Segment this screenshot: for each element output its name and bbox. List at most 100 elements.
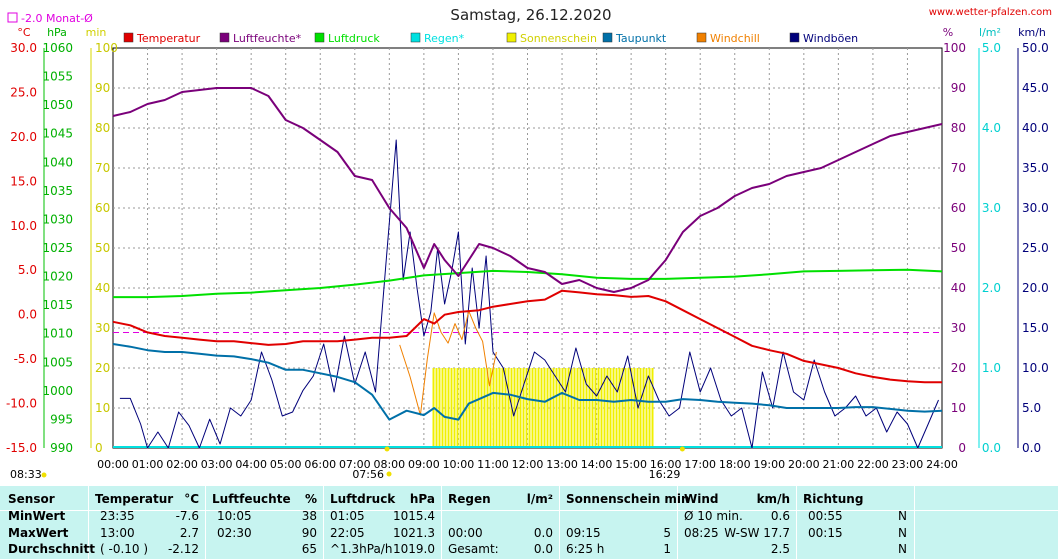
- sunshine-bar: [621, 368, 624, 448]
- x-tick-label: 10:00: [443, 458, 475, 471]
- sunshine-bar: [558, 368, 561, 448]
- sunshine-bar: [441, 368, 444, 448]
- header-dir: Richtung: [803, 492, 864, 506]
- rain-value: 0.0: [533, 542, 553, 556]
- humidity-tick-label: 50: [951, 241, 966, 255]
- humidity-tick-label: 40: [951, 281, 966, 295]
- sunshine-bar: [489, 368, 492, 448]
- moonrise-label: 08:33: [10, 468, 42, 481]
- rain-unit: l/m²: [979, 26, 1001, 39]
- x-tick-label: 02:00: [166, 458, 198, 471]
- press-value: 1019.0: [393, 542, 435, 556]
- humidity-tick-label: 100: [943, 41, 966, 55]
- humidity-unit: %: [943, 26, 953, 39]
- rain-tick-label: 2.0: [982, 281, 1001, 295]
- rain-tick-label: 0.0: [982, 441, 1001, 455]
- hum-time: 10:05: [217, 509, 252, 523]
- pressure-tick-label: 1005: [42, 355, 73, 369]
- wind-tick-label: 0.0: [1022, 441, 1041, 455]
- pressure-tick-label: 1015: [42, 298, 73, 312]
- sunshine-bar: [459, 368, 462, 448]
- sunshine-bar: [480, 368, 483, 448]
- sunshine-bar: [639, 368, 642, 448]
- x-tick-label: 19:00: [753, 458, 785, 471]
- sunshine-bar: [438, 368, 441, 448]
- sunrise-label: 07:56: [352, 468, 384, 481]
- sunshine-bar: [588, 368, 591, 448]
- humidity-tick-label: 60: [951, 201, 966, 215]
- x-tick-label: 15:00: [615, 458, 647, 471]
- summary-table: Sensor Temperatur °C Luftfeuchte% Luftdruck h…: [0, 486, 1058, 559]
- sunshine-bar: [582, 368, 585, 448]
- x-tick-label: 12:00: [512, 458, 544, 471]
- sunrise-icon: [386, 471, 392, 477]
- sunshine-bar: [600, 368, 603, 448]
- minutes-tick-label: 0: [95, 441, 103, 455]
- wind-unit: km/h: [1018, 26, 1046, 39]
- month-avg-swatch: [7, 12, 18, 23]
- temp-value: -7.6: [175, 509, 199, 523]
- dewpoint-line: [112, 343, 943, 421]
- sunshine-bar: [483, 368, 486, 448]
- temp-time: 13:00: [100, 526, 135, 540]
- humidity-tick-label: 0: [958, 441, 966, 455]
- header-temp-unit: °C: [184, 492, 199, 506]
- sunshine-bar: [435, 368, 438, 448]
- sunshine-bar: [453, 368, 456, 448]
- dir-time: 00:15: [808, 526, 843, 540]
- month-avg-label: -2.0 Monat-Ø: [21, 12, 93, 25]
- minutes-tick-label: 90: [95, 81, 110, 95]
- temp-tick-label: -10.0: [6, 397, 37, 411]
- temp-tick-label: -5.0: [14, 352, 37, 366]
- chart-legend: Temperatur Luftfeuchte* Luftdruck Regen* Son…: [123, 32, 858, 45]
- rain-tick-label: 5.0: [982, 41, 1001, 55]
- sunshine-bar: [546, 368, 549, 448]
- wind-value: 2.5: [770, 542, 790, 556]
- hum-time: 02:30: [217, 526, 252, 540]
- pressure-tick-label: 995: [50, 412, 73, 426]
- press-value: 1015.4: [393, 509, 435, 523]
- header-rain: Regen: [448, 492, 491, 506]
- sunshine-bar: [471, 368, 474, 448]
- sunshine-bar: [486, 368, 489, 448]
- legend-swatch: [410, 32, 421, 43]
- sunshine-bar: [624, 368, 627, 448]
- pressure-unit: hPa: [47, 26, 67, 39]
- sun-value: 5: [663, 526, 671, 540]
- sunshine-bar: [543, 368, 546, 448]
- minutes-tick-label: 100: [95, 41, 118, 55]
- wind-tick-label: 45.0: [1022, 81, 1049, 95]
- sunshine-bar: [450, 368, 453, 448]
- legend-swatch: [219, 32, 230, 43]
- sunshine-bar: [603, 368, 606, 448]
- legend-swatch: [602, 32, 613, 43]
- row-label: Durchschnitt: [8, 542, 96, 556]
- sunshine-bar: [522, 368, 525, 448]
- chart-grid: [112, 47, 943, 449]
- sunshine-bar: [642, 368, 645, 448]
- rain-tick-label: 3.0: [982, 201, 1001, 215]
- legend-swatch: [506, 32, 517, 43]
- header-hum: Luftfeuchte: [212, 492, 291, 506]
- pressure-tick-label: 1020: [42, 270, 73, 284]
- dir-value: N: [898, 526, 907, 540]
- sunshine-bar: [630, 368, 633, 448]
- pressure-tick-label: 1060: [42, 41, 73, 55]
- rain-value: 0.0: [533, 526, 553, 540]
- legend-swatch: [314, 32, 325, 43]
- sun-time: 6:25 h: [566, 542, 605, 556]
- temp-tick-label: 20.0: [10, 130, 37, 144]
- wind-tick-label: 35.0: [1022, 161, 1049, 175]
- chart-axes: 00:00 01:00 02:00 03:00 04:00 05:00 06:00 07:00…: [6, 26, 1049, 481]
- legend-label: Regen*: [424, 32, 465, 45]
- wind-tick-label: 10.0: [1022, 361, 1049, 375]
- header-wind-unit: km/h: [756, 492, 790, 506]
- site-link[interactable]: www.wetter-pfalzen.com: [929, 7, 1052, 18]
- minutes-tick-label: 60: [95, 201, 110, 215]
- minutes-tick-label: 20: [95, 361, 110, 375]
- sunshine-bar: [552, 368, 555, 448]
- sunshine-bar: [651, 368, 654, 448]
- wind-value: 0.6: [770, 509, 790, 523]
- header-wind: Wind: [684, 492, 719, 506]
- minutes-tick-label: 40: [95, 281, 110, 295]
